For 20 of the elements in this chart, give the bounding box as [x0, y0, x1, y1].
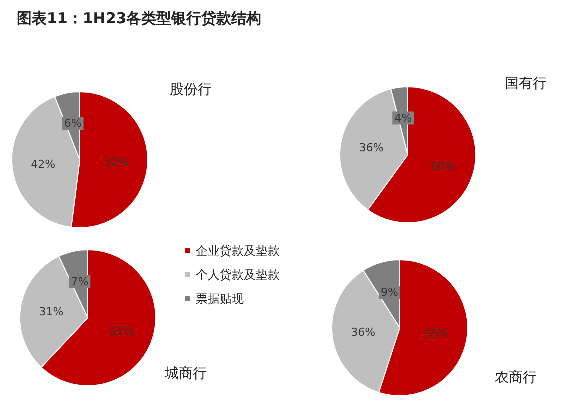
data-label: 36% — [359, 142, 384, 155]
data-label: 36% — [351, 326, 376, 340]
chart-title: 图表11：1H23各类型银行贷款结构 — [17, 10, 262, 28]
data-label: 55% — [424, 327, 449, 340]
data-label: 52% — [104, 156, 130, 169]
text: 农商行 — [495, 370, 537, 386]
text: 城商行 — [164, 366, 207, 382]
data-label: 62% — [110, 325, 135, 338]
data-label: 9% — [380, 286, 398, 299]
data-label: 60% — [430, 160, 456, 173]
text: 国有行 — [505, 76, 547, 92]
legend-label: 个人贷款及垫款 — [196, 268, 280, 282]
data-label: 6% — [64, 117, 82, 130]
data-label: 4% — [394, 112, 412, 125]
legend-label: 企业贷款及垫款 — [196, 244, 280, 258]
data-label: 31% — [39, 306, 64, 319]
data-label: 7% — [71, 275, 89, 288]
chart-subtitle: 股份行 — [170, 82, 212, 98]
legend-label: 票据贴现 — [196, 292, 244, 306]
data-label: 42% — [31, 158, 56, 172]
